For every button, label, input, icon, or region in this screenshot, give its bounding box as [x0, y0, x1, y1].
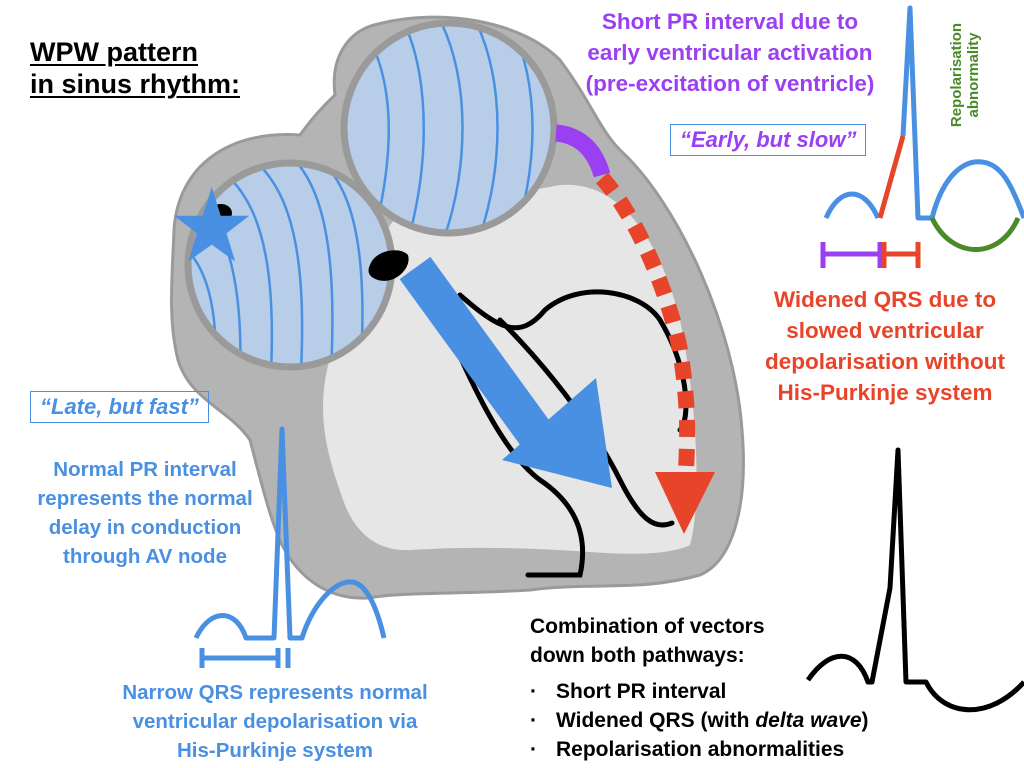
left-atrium — [340, 19, 558, 237]
short-pr-description: Short PR interval due to early ventricul… — [585, 9, 875, 96]
repolarisation-label: Repolarisation abnormality — [948, 22, 982, 128]
normal-ecg-trace — [193, 426, 387, 668]
widened-qrs-description: Widened QRS due to slowed ventricular de… — [765, 287, 1005, 405]
sa-node-star-icon — [174, 187, 250, 262]
list-item: Widened QRS (with delta wave) — [530, 706, 980, 735]
combination-list: Short PR interval Widened QRS (with delt… — [530, 677, 980, 764]
list-item: Short PR interval — [530, 677, 980, 706]
early-but-slow-label: “Early, but slow” — [670, 124, 867, 157]
combination-heading: Combination of vectors down both pathway… — [530, 615, 765, 667]
narrow-qrs-description: Narrow QRS represents normal ventricular… — [122, 681, 428, 762]
late-but-fast-label: “Late, but fast” — [30, 391, 209, 424]
conduction-arrow-icon — [399, 256, 612, 488]
av-node-icon — [368, 250, 409, 281]
accessory-pathway-icon — [554, 124, 611, 178]
normal-pr-description: Normal PR interval represents the normal… — [37, 458, 253, 568]
pre-excitation-arrow — [595, 172, 715, 534]
wpw-ecg-trace — [820, 5, 1024, 268]
combined-ecg-trace — [805, 447, 1024, 713]
page-title: WPW pattern in sinus rhythm: — [30, 37, 241, 100]
list-item: Repolarisation abnormalities — [530, 735, 980, 764]
